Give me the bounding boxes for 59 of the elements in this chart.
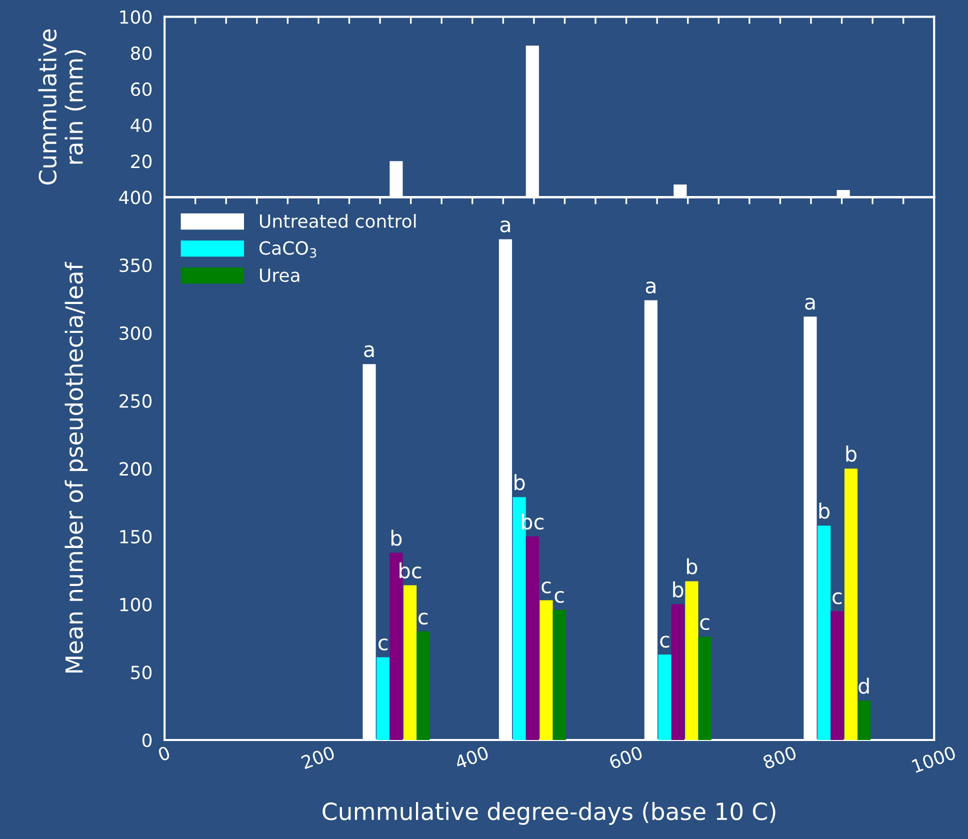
annotation: c	[542, 581, 551, 594]
bar	[376, 657, 390, 740]
bar	[540, 600, 553, 740]
annotation: bc	[400, 562, 422, 578]
annotation: b	[391, 530, 402, 546]
bar	[830, 611, 844, 740]
bar	[658, 654, 672, 740]
annotation: a	[646, 282, 656, 294]
y-tick-label: 150	[120, 530, 152, 544]
annotation: d	[858, 678, 869, 694]
y-tick-label: 80	[131, 46, 152, 60]
x-tick-label: 0	[157, 746, 171, 762]
legend-label: Untreated control	[260, 214, 416, 228]
y-tick-label: 300	[120, 326, 152, 340]
x-tick-label: 1000	[912, 746, 956, 774]
annotation: b	[819, 502, 830, 519]
bar	[698, 636, 712, 740]
y-tick-label: 40	[130, 118, 152, 132]
annotation: b	[686, 558, 698, 574]
x-tick-label: 400	[454, 746, 490, 770]
annotation: b	[846, 446, 856, 462]
annotation: c	[554, 590, 564, 603]
bar	[416, 631, 430, 740]
annotation: c	[700, 618, 710, 630]
annotation: b	[673, 581, 684, 598]
legend-label: Urea	[260, 268, 300, 282]
annotation: c	[832, 592, 842, 604]
bar	[858, 700, 871, 740]
y-tick-label: 100	[120, 598, 152, 612]
legend-label: CaCO$_{3}$	[259, 241, 316, 258]
y-tick-label: 350	[120, 258, 152, 272]
x-axis-title: Cummulative degree-days (base 10 C)	[322, 802, 776, 825]
y-tick-label: 50	[131, 666, 152, 680]
annotation: a	[500, 220, 510, 232]
y-axis-title: Cummulative rain (mm)	[38, 29, 86, 185]
y-tick-label: 250	[120, 394, 152, 408]
y-tick-label: 20	[131, 154, 152, 168]
bar	[818, 526, 831, 740]
y-tick-label: 0	[142, 733, 152, 748]
annotation: c	[660, 636, 670, 648]
bar	[844, 468, 858, 740]
bar	[685, 581, 698, 740]
y-tick-label: 400	[119, 190, 152, 204]
bar	[671, 604, 684, 740]
bar	[526, 536, 539, 740]
x-tick-label: 800	[762, 746, 798, 770]
x-tick-label: 600	[608, 746, 644, 770]
annotation: a	[364, 345, 374, 358]
bar	[404, 585, 417, 740]
annotation: a	[805, 298, 815, 310]
annotation: c	[378, 638, 388, 650]
y-axis-title: Mean number of pseudothecia/leaf	[64, 262, 88, 673]
y-tick-label: 60	[131, 82, 152, 96]
bar	[552, 610, 566, 740]
annotation: c	[418, 612, 428, 625]
annotation: b	[514, 474, 525, 490]
x-tick-label: 200	[300, 746, 336, 770]
y-tick-label: 100	[120, 10, 152, 24]
y-tick-label: 200	[120, 462, 152, 476]
